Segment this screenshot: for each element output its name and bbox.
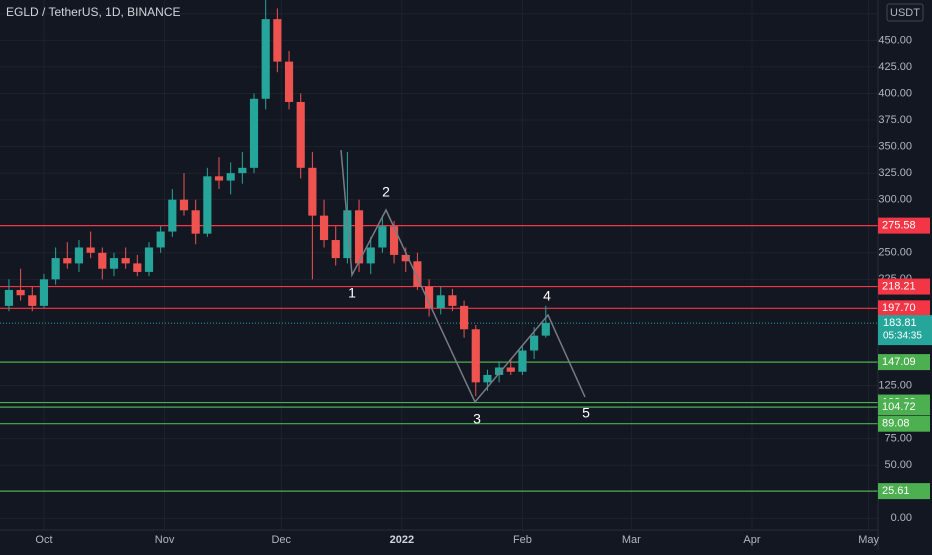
wave-label: 5 bbox=[582, 405, 590, 421]
candle-body bbox=[28, 295, 37, 306]
candle-body bbox=[98, 252, 107, 269]
x-tick-label: 2022 bbox=[390, 534, 414, 546]
level-price-label: 25.61 bbox=[882, 485, 910, 497]
candle-body bbox=[4, 289, 14, 306]
level-price-box bbox=[878, 415, 930, 432]
candle-body bbox=[319, 215, 329, 241]
candle-body bbox=[203, 176, 212, 234]
y-tick-label: 375.00 bbox=[878, 114, 912, 126]
candle-body bbox=[191, 210, 200, 234]
candle-body bbox=[471, 329, 480, 383]
candle-body bbox=[413, 261, 422, 287]
candle-body bbox=[238, 167, 247, 174]
level-price-label: 104.72 bbox=[882, 401, 916, 413]
candle-body bbox=[121, 258, 130, 264]
candle-body bbox=[261, 19, 270, 99]
wave-label: 4 bbox=[543, 288, 551, 304]
y-tick-label: 450.00 bbox=[878, 34, 912, 46]
candle-body bbox=[133, 263, 142, 272]
y-tick-label: 400.00 bbox=[878, 87, 912, 99]
candle-body bbox=[354, 210, 364, 264]
candle-body bbox=[483, 374, 492, 383]
level-price-label: 89.08 bbox=[882, 418, 910, 430]
candle-body bbox=[518, 350, 527, 372]
level-price-label: 197.70 bbox=[882, 302, 916, 314]
candle-body bbox=[39, 279, 49, 306]
level-price-label: 275.58 bbox=[882, 220, 916, 232]
level-price-box bbox=[878, 483, 930, 500]
candle-body bbox=[343, 210, 352, 259]
candle-body bbox=[436, 295, 445, 309]
x-tick-label: Mar bbox=[622, 534, 641, 546]
candle-body bbox=[214, 176, 224, 181]
candle-body bbox=[156, 231, 165, 248]
candle-body bbox=[168, 199, 177, 232]
wave-label: 3 bbox=[473, 411, 481, 427]
countdown-label: 05:34:35 bbox=[883, 331, 922, 342]
y-tick-label: 350.00 bbox=[878, 140, 912, 152]
x-tick-label: Dec bbox=[271, 534, 291, 546]
candle-body bbox=[226, 173, 235, 181]
candle-body bbox=[16, 289, 25, 296]
wave-drawing bbox=[340, 149, 586, 404]
candle-body bbox=[530, 335, 539, 351]
candle-body bbox=[331, 240, 340, 259]
candle-body bbox=[296, 101, 305, 168]
x-tick-label: May bbox=[858, 534, 879, 546]
candle-body bbox=[273, 19, 282, 62]
y-tick-label: 0.00 bbox=[891, 512, 912, 524]
wave-label: 2 bbox=[382, 184, 390, 200]
candle-body bbox=[366, 247, 375, 264]
y-tick-label: 425.00 bbox=[878, 61, 912, 73]
candle-body bbox=[179, 199, 189, 211]
level-price-box bbox=[878, 354, 930, 371]
candle-body bbox=[249, 98, 259, 168]
x-tick-label: Apr bbox=[743, 534, 760, 546]
x-tick-label: Oct bbox=[35, 534, 52, 546]
level-price-box bbox=[878, 300, 930, 317]
y-tick-label: 125.00 bbox=[878, 379, 912, 391]
level-price-label: 218.21 bbox=[882, 280, 916, 292]
candle-body bbox=[448, 295, 457, 306]
candle-body bbox=[308, 167, 317, 216]
candle-body bbox=[401, 254, 410, 262]
candle-body bbox=[506, 367, 515, 372]
level-price-box bbox=[878, 278, 930, 295]
currency-box[interactable] bbox=[886, 3, 924, 22]
chart-title: EGLD / TetherUS, 1D, BINANCE bbox=[6, 5, 181, 19]
last-price-box bbox=[878, 315, 932, 346]
candle-body bbox=[495, 367, 504, 375]
candle-body bbox=[109, 258, 119, 269]
wave-label: 1 bbox=[348, 285, 356, 301]
candle-body bbox=[63, 258, 72, 264]
candle-body bbox=[541, 322, 550, 336]
y-tick-label: 50.00 bbox=[884, 459, 912, 471]
candle-body bbox=[144, 247, 154, 272]
candle-body bbox=[51, 258, 60, 280]
candle-body bbox=[86, 247, 95, 253]
candle-body bbox=[424, 286, 434, 309]
last-price-label: 183.81 bbox=[883, 317, 917, 329]
x-tick-label: Nov bbox=[155, 534, 175, 546]
level-price-box bbox=[878, 217, 930, 234]
level-price-box bbox=[878, 399, 930, 416]
y-tick-label: 300.00 bbox=[878, 194, 912, 206]
level-price-label: 147.09 bbox=[882, 356, 916, 368]
y-tick-label: 325.00 bbox=[878, 167, 912, 179]
candle-body bbox=[378, 226, 387, 248]
candle-body bbox=[74, 247, 84, 264]
currency-label[interactable]: USDT bbox=[890, 7, 920, 19]
axis: 0.0050.0075.00125.00225.00250.00300.0032… bbox=[35, 8, 932, 546]
x-tick-label: Feb bbox=[513, 534, 532, 546]
candle-body bbox=[389, 226, 399, 255]
candle-body bbox=[284, 61, 294, 102]
candle-body bbox=[460, 305, 469, 330]
y-tick-label: 250.00 bbox=[878, 247, 912, 259]
y-tick-label: 75.00 bbox=[884, 433, 912, 445]
